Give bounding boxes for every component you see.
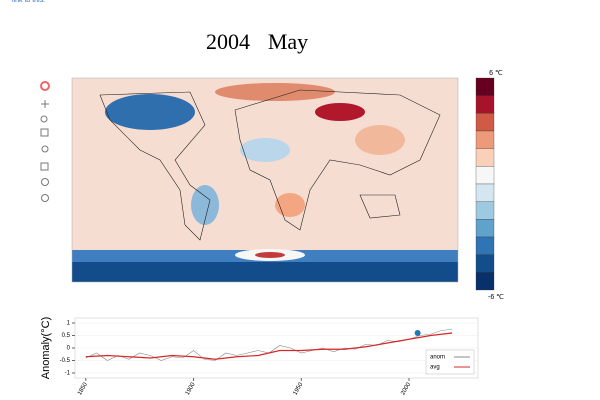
- colorbar-swatch: [475, 272, 495, 291]
- colorbar-min-label: -6 ℃: [488, 294, 504, 301]
- help-tool[interactable]: [41, 194, 49, 202]
- legend: [425, 349, 475, 375]
- colorbar-swatch: [475, 183, 495, 202]
- x-tick-label: 2000: [400, 381, 412, 396]
- zoom-tool[interactable]: [40, 115, 48, 123]
- y-tick-label: 0.5: [62, 333, 71, 339]
- reset-tool[interactable]: [41, 178, 49, 186]
- toolbar: [40, 81, 50, 202]
- bokeh-logo[interactable]: [40, 81, 50, 91]
- map: [71, 77, 459, 283]
- current-marker: [414, 330, 421, 336]
- y-tick-label: 1: [67, 321, 71, 327]
- x-tick-label: 1900: [185, 381, 197, 396]
- wheel-zoom-tool[interactable]: [41, 145, 49, 153]
- y-tick-label: 0: [67, 346, 71, 352]
- colorbar-max-label: 6 ℃: [489, 70, 503, 77]
- y-axis-label: Anomaly(°C): [40, 317, 52, 379]
- colorbar-swatch: [475, 77, 495, 96]
- colorbar: [475, 77, 495, 291]
- pan-tool[interactable]: [41, 100, 49, 108]
- box-zoom-tool[interactable]: [40, 128, 49, 137]
- colorbar-swatch: [475, 236, 495, 255]
- colorbar-swatch: [475, 254, 495, 273]
- x-tick-label: 1850: [77, 381, 89, 396]
- time-series: 1 0.5 0 -0.5 -1 1850 1900 1950 2000 anom avg: [60, 321, 478, 396]
- colorbar-swatch: [475, 130, 495, 149]
- save-tool[interactable]: [40, 162, 49, 171]
- title-month: May: [268, 29, 308, 54]
- colorbar-swatch: [475, 166, 495, 185]
- legend-label: avg: [430, 365, 440, 371]
- colorbar-swatch: [475, 95, 495, 114]
- y-tick-label: -0.5: [60, 358, 71, 364]
- x-tick-label: 1950: [293, 381, 305, 396]
- colorbar-swatch: [475, 219, 495, 238]
- link[interactable]: link to this.: [12, 0, 46, 4]
- title-year: 2004: [206, 29, 250, 54]
- series-line: [85, 332, 453, 360]
- colorbar-swatch: [475, 201, 495, 220]
- colorbar-swatch: [475, 113, 495, 132]
- colorbar-swatch: [475, 148, 495, 167]
- y-tick-label: -1: [65, 371, 71, 377]
- legend-label: anom: [430, 355, 445, 361]
